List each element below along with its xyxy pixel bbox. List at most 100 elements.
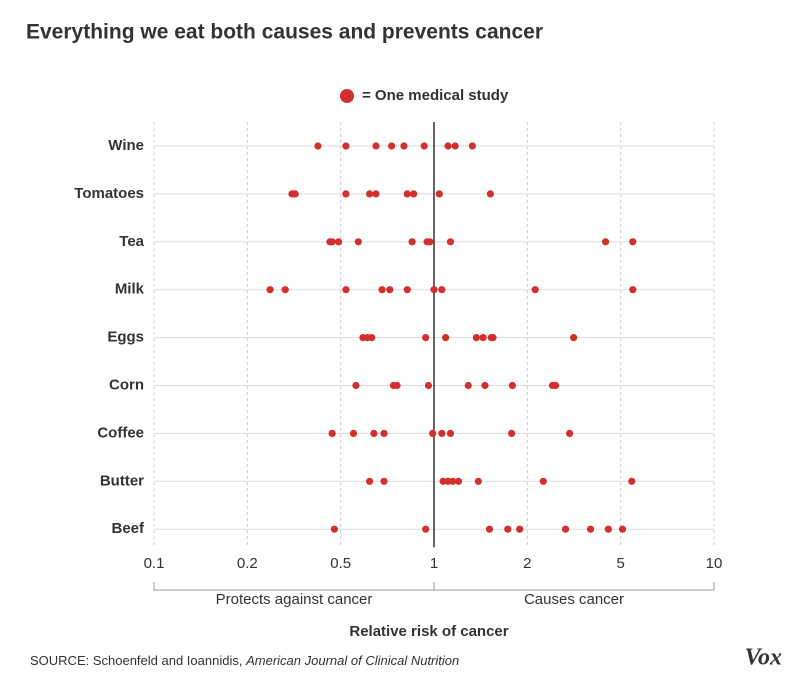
legend-marker — [340, 89, 354, 103]
study-dot — [604, 525, 612, 533]
study-dot — [335, 238, 343, 246]
study-dot — [403, 286, 411, 294]
study-dot — [266, 286, 274, 294]
source-text: SOURCE: Schoenfeld and Ioannidis, — [30, 653, 242, 668]
y-tick-label: Tea — [119, 233, 144, 250]
study-dot — [349, 429, 358, 437]
y-tick-label: Tomatoes — [74, 185, 144, 202]
study-dot — [438, 286, 446, 294]
study-dot — [552, 381, 560, 390]
study-dot — [601, 238, 610, 246]
study-dot — [342, 286, 350, 294]
study-dot — [403, 190, 411, 198]
study-dot — [474, 477, 482, 485]
study-dot — [281, 286, 289, 294]
study-dot — [342, 142, 350, 150]
study-dot — [468, 142, 476, 150]
annotation: Protects against cancer — [216, 591, 373, 608]
bracket — [153, 582, 715, 591]
study-dot — [439, 477, 447, 485]
study-dot — [420, 142, 428, 150]
study-dot — [570, 334, 578, 342]
x-axis-title: Relative risk of cancer — [349, 623, 508, 640]
study-dot — [291, 190, 299, 198]
x-tick-label: 2 — [523, 555, 531, 572]
study-dot — [629, 286, 637, 294]
study-dot — [372, 190, 380, 198]
y-tick-label: Wine — [108, 137, 144, 154]
study-dot — [408, 238, 416, 246]
study-dot — [446, 238, 455, 246]
y-tick-label: Beef — [111, 520, 145, 537]
study-dot — [442, 334, 450, 342]
study-dot — [489, 334, 497, 342]
study-dot — [531, 286, 539, 294]
study-dot — [444, 142, 452, 150]
x-tick-label: 10 — [706, 555, 723, 572]
study-dot — [449, 477, 457, 485]
y-tick-label: Butter — [100, 472, 144, 489]
study-dot — [539, 477, 547, 485]
study-dot — [454, 477, 463, 485]
study-dot — [354, 238, 362, 246]
study-dot — [446, 429, 455, 437]
study-dot — [629, 238, 637, 246]
study-dot — [508, 381, 516, 390]
study-dot — [368, 334, 376, 342]
study-dot — [328, 238, 336, 246]
study-dot — [380, 429, 388, 437]
study-dot — [430, 286, 438, 294]
study-dot — [429, 429, 437, 437]
x-tick-label: 0.5 — [330, 555, 351, 572]
study-dot — [586, 525, 595, 533]
study-dot — [393, 381, 401, 390]
study-dot — [628, 477, 636, 485]
study-dot — [504, 525, 512, 533]
study-dot — [410, 190, 418, 198]
y-tick-label: Milk — [115, 281, 145, 298]
study-dot — [424, 381, 433, 390]
x-tick-label: 1 — [430, 555, 438, 572]
study-dot — [481, 381, 489, 390]
study-dot — [485, 525, 494, 533]
study-dot — [328, 429, 336, 437]
study-dot — [451, 142, 459, 150]
study-dot — [561, 525, 570, 533]
study-dot — [464, 381, 472, 390]
study-dot — [380, 477, 388, 485]
study-dot — [314, 142, 322, 150]
y-tick-label: Coffee — [97, 424, 144, 441]
source: SOURCE: Schoenfeld and Ioannidis, Americ… — [30, 653, 459, 668]
study-dot — [516, 525, 524, 533]
study-dot — [400, 142, 408, 150]
study-dot — [486, 190, 494, 198]
x-tick-label: 0.1 — [144, 555, 165, 572]
y-tick-label: Corn — [109, 376, 144, 393]
study-dot — [352, 381, 360, 390]
study-dot — [366, 190, 374, 198]
study-dot — [388, 142, 396, 150]
study-dot — [618, 525, 627, 533]
study-dot — [378, 286, 386, 294]
study-dot — [472, 334, 480, 342]
x-tick-label: 0.2 — [237, 555, 258, 572]
study-dot — [435, 190, 443, 198]
study-dot — [438, 429, 446, 437]
annotation: Causes cancer — [524, 591, 624, 608]
study-dot — [330, 525, 338, 533]
study-dot — [566, 429, 574, 437]
x-tick-label: 5 — [616, 555, 624, 572]
study-dot — [386, 286, 394, 294]
study-dot — [508, 429, 516, 437]
study-dot — [366, 477, 374, 485]
study-dot — [426, 238, 434, 246]
source-journal: American Journal of Clinical Nutrition — [245, 653, 459, 668]
study-dot — [342, 190, 350, 198]
study-dot — [422, 334, 430, 342]
legend-label: = One medical study — [362, 87, 509, 104]
chart-title: Everything we eat both causes and preven… — [26, 21, 543, 44]
study-dot — [372, 142, 380, 150]
y-tick-label: Eggs — [107, 329, 144, 346]
brand: Vox — [745, 645, 782, 671]
